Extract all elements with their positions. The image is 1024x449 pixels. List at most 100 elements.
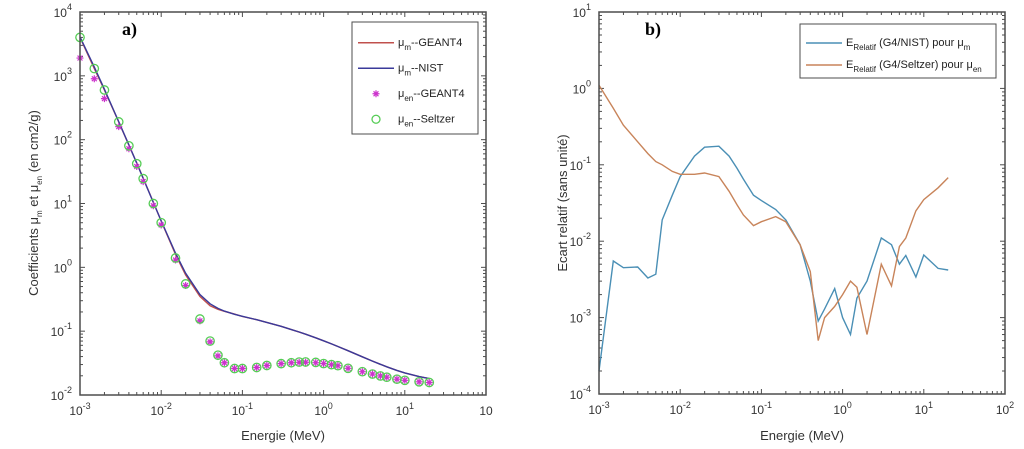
data-point	[219, 357, 230, 368]
data-point	[90, 75, 98, 83]
legend-label: μm--NIST	[398, 62, 444, 77]
legend-item: μen--Seltzer	[371, 113, 455, 128]
series-a-2	[76, 54, 433, 386]
data-point	[358, 368, 366, 376]
data-point	[195, 314, 205, 324]
data-point	[206, 338, 214, 346]
data-point	[156, 217, 167, 228]
data-point	[89, 63, 100, 74]
y-tick-label: 101	[54, 194, 72, 212]
data-point	[295, 358, 303, 366]
data-point	[276, 358, 286, 369]
data-point	[302, 358, 310, 366]
series-group-a	[75, 32, 435, 388]
legend-item: ERelatif (G4/NIST) pour μm	[806, 37, 971, 52]
data-point	[327, 361, 335, 369]
x-tick-label: 10-2	[670, 400, 691, 417]
axis-ticks-b: 10-3 10-2 10-1 100 101 10210-410-310-210-1100…	[570, 2, 1015, 417]
y-tick-label: 101	[573, 2, 591, 20]
y-axis-label-a: Coefficients μm et μen (en cm2/g)	[26, 110, 44, 296]
data-point	[139, 178, 147, 186]
data-point	[99, 85, 110, 95]
x-tick-label: 10-2	[151, 401, 172, 418]
legend-swatch	[371, 114, 381, 124]
legend-item: ERelatif (G4/Seltzer) pour μen	[806, 59, 982, 74]
x-tick-label: 10-3	[69, 401, 90, 418]
data-point	[294, 357, 305, 367]
data-point	[170, 253, 181, 263]
data-point	[393, 375, 401, 383]
x-tick-label: 101	[915, 400, 933, 417]
data-point	[357, 366, 368, 377]
series-line	[598, 84, 949, 341]
data-point	[401, 376, 409, 384]
series-line	[79, 36, 430, 380]
x-tick-label: 10-3	[588, 400, 609, 417]
data-point	[113, 117, 124, 127]
x-tick-label: 10-1	[232, 401, 253, 418]
series-line	[598, 145, 949, 372]
data-point	[196, 317, 204, 325]
data-point	[205, 336, 215, 346]
x-tick-label: 10	[479, 404, 493, 418]
legend-item: μm--NIST	[358, 62, 444, 77]
legend-item: μm--GEANT4	[358, 37, 462, 52]
legend-box	[351, 21, 479, 135]
chart-panel-b: 10-3 10-2 10-1 100 101 10210-410-310-210-1100…	[555, 2, 1014, 443]
data-point	[251, 362, 262, 373]
plot-frame-a	[79, 11, 487, 396]
data-point	[131, 158, 142, 169]
legend-a: μm--GEANT4 μm--NIST μen--GEANT4 μen--Seltze…	[351, 21, 479, 135]
legend-item: μen--GEANT4	[372, 88, 465, 103]
plot-frame-b	[598, 11, 1006, 395]
legend-label: ERelatif (G4/Seltzer) pour μen	[846, 59, 982, 74]
data-point	[343, 363, 353, 374]
data-point	[133, 162, 141, 170]
y-axis-label-b: Ecart relatif (sans unité)	[555, 134, 570, 271]
series-a-3	[75, 32, 435, 388]
data-point	[231, 365, 239, 373]
data-point	[375, 371, 386, 381]
data-point	[376, 372, 384, 380]
panel-label-a: a)	[122, 19, 137, 40]
y-tick-label: 100	[54, 257, 72, 275]
legend-label: ERelatif (G4/NIST) pour μm	[846, 37, 971, 52]
series-a-1	[79, 36, 430, 380]
data-point	[148, 198, 159, 209]
data-point	[214, 352, 222, 360]
data-point	[312, 359, 320, 367]
y-tick-label: 10-3	[570, 308, 591, 326]
data-point	[138, 173, 149, 184]
data-point	[237, 363, 248, 374]
data-point	[425, 378, 433, 386]
y-tick-label: 10-1	[51, 321, 72, 339]
x-axis-label-b: Energie (MeV)	[760, 428, 844, 443]
data-point	[383, 373, 391, 381]
data-point	[220, 359, 228, 367]
data-point	[277, 360, 285, 368]
series-b-0	[598, 145, 949, 372]
chart-panel-a: 10-3 10-2 10-1 100 101 1010-210-1100101102103…	[26, 2, 493, 443]
y-tick-label: 10-2	[51, 385, 72, 403]
y-tick-label: 10-1	[570, 155, 591, 173]
legend-box	[799, 23, 997, 79]
data-point	[213, 350, 223, 361]
x-tick-label: 101	[396, 401, 414, 418]
data-point	[253, 363, 261, 371]
x-axis-label-a: Energie (MeV)	[241, 428, 325, 443]
series-group-b	[598, 84, 949, 372]
data-point	[125, 145, 133, 153]
data-point	[300, 357, 311, 367]
data-point	[344, 364, 352, 372]
data-point	[287, 359, 295, 367]
x-tick-label: 100	[833, 400, 851, 417]
data-point	[182, 281, 190, 289]
legend-b: ERelatif (G4/NIST) pour μm ERelatif (G4/S…	[799, 23, 997, 79]
data-point	[381, 372, 392, 383]
data-point	[263, 361, 271, 369]
y-tick-label: 10-2	[570, 231, 591, 249]
x-tick-label: 102	[996, 400, 1014, 417]
data-point	[171, 256, 179, 264]
legend-label: μen--GEANT4	[398, 88, 465, 103]
